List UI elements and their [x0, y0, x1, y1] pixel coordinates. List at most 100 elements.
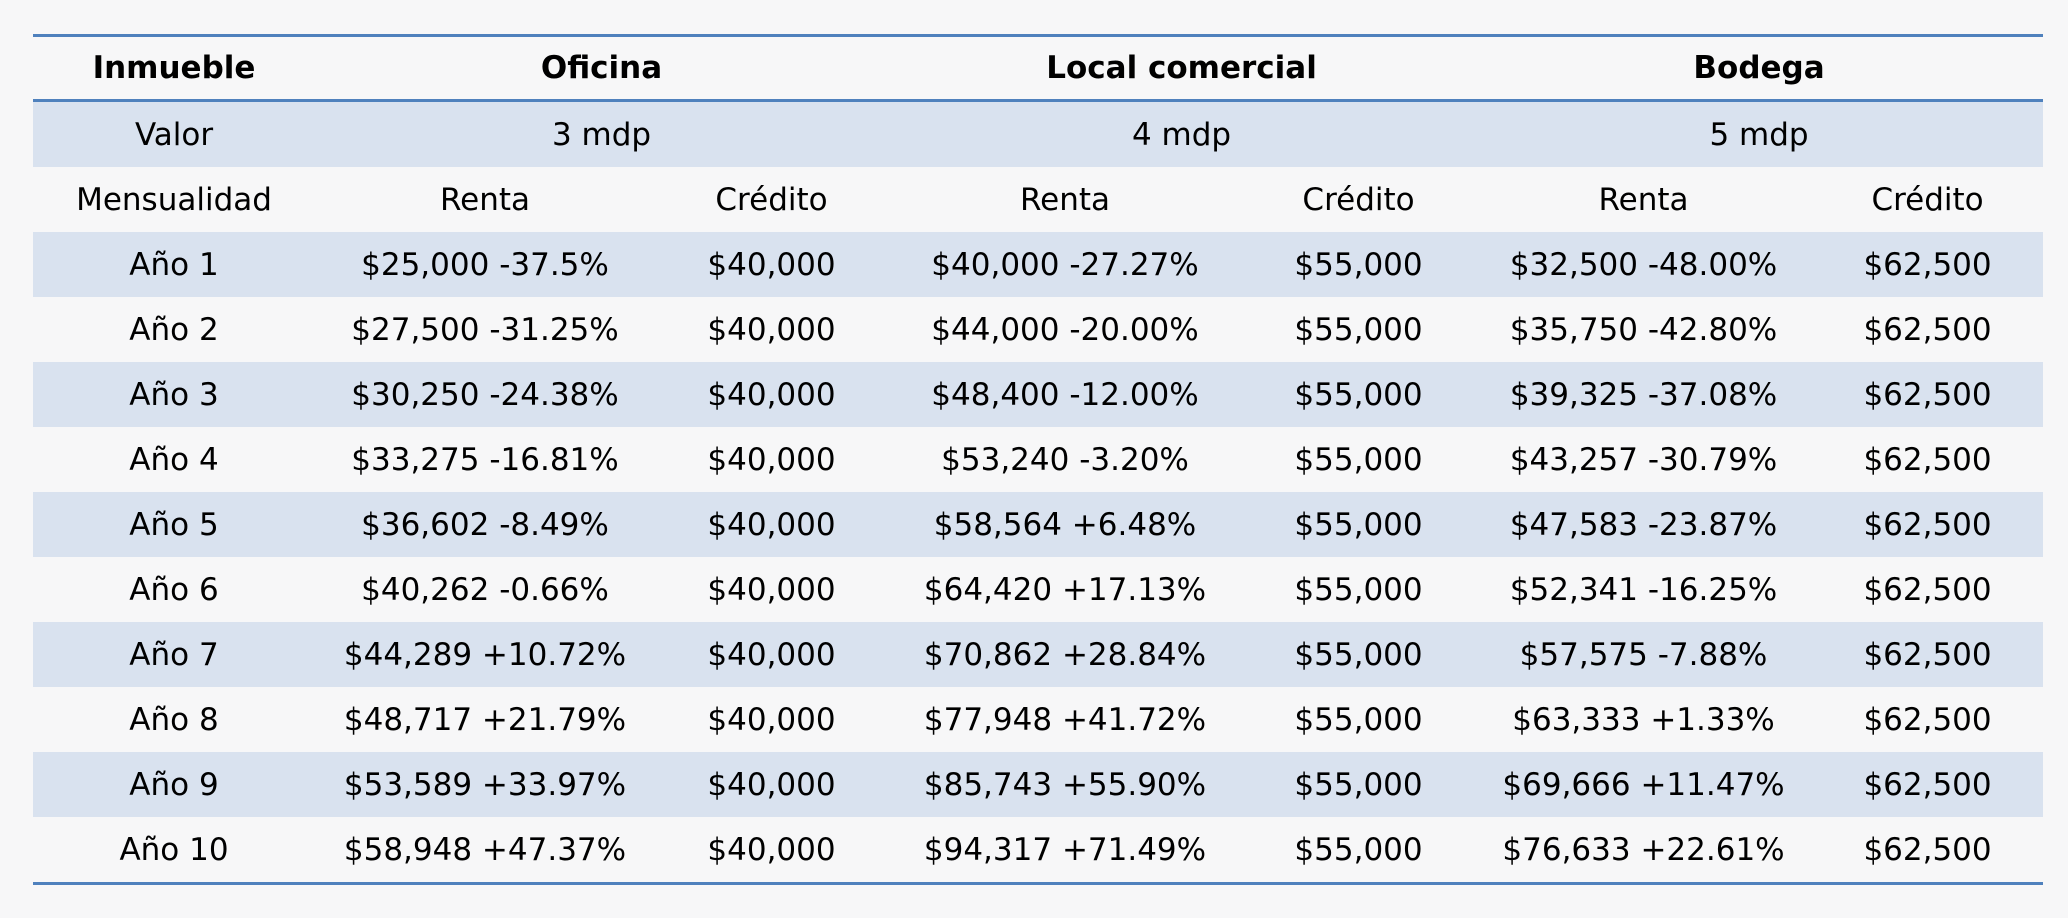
cell-bodega-credito: $62,500 — [1863, 571, 1992, 608]
rent-vs-credit-table: Inmueble Oficina Local comercial Bodega … — [33, 34, 2044, 885]
table-row: Año 6 $40,262 -0.66% $40,000 $64,420 +17… — [33, 557, 2043, 622]
value-bodega: 5 mdp — [1475, 100, 2044, 167]
cell-bodega-credito: $62,500 — [1812, 752, 2044, 817]
cell-oficina-renta: $36,602 -8.49% — [315, 492, 655, 557]
cell-local-credito: $55,000 — [1242, 232, 1476, 297]
subheader-row: Mensualidad Renta Crédito Renta Crédito … — [33, 167, 2043, 232]
cell-local-renta: $94,317 +71.49% — [888, 817, 1243, 885]
cell-local-credito: $55,000 — [1242, 622, 1476, 687]
subheader-credito: Crédito — [715, 181, 828, 218]
cell-bodega-credito: $62,500 — [1863, 441, 1992, 478]
cell-oficina-renta: $33,275 -16.81% — [351, 441, 619, 478]
cell-local-credito: $55,000 — [1294, 311, 1423, 348]
rent-vs-credit-table-container: Inmueble Oficina Local comercial Bodega … — [33, 34, 2044, 885]
row-year: Año 5 — [33, 492, 315, 557]
cell-local-renta: $48,400 -12.00% — [888, 362, 1243, 427]
header-group-oficina: Oficina — [315, 34, 889, 102]
subheader-renta: Renta — [1020, 181, 1111, 218]
cell-bodega-renta: $52,341 -16.25% — [1509, 571, 1778, 608]
cell-bodega-renta: $43,257 -30.79% — [1509, 441, 1778, 478]
cell-local-credito: $55,000 — [1242, 752, 1476, 817]
row-year: Año 4 — [129, 441, 219, 478]
cell-bodega-credito: $62,500 — [1863, 701, 1992, 738]
row-year: Año 2 — [129, 311, 219, 348]
value-local-comercial: 4 mdp — [888, 100, 1476, 167]
cell-local-renta: $85,743 +55.90% — [888, 752, 1243, 817]
cell-oficina-renta: $30,250 -24.38% — [315, 362, 655, 427]
header-label-inmueble: Inmueble — [33, 34, 315, 102]
table-row: Año 7 $44,289 +10.72% $40,000 $70,862 +2… — [33, 622, 2044, 687]
cell-bodega-credito: $62,500 — [1812, 232, 2044, 297]
row-year: Año 7 — [33, 622, 315, 687]
cell-oficina-renta: $40,262 -0.66% — [361, 571, 609, 608]
cell-oficina-renta: $27,500 -31.25% — [351, 311, 619, 348]
cell-local-credito: $55,000 — [1242, 362, 1476, 427]
cell-local-credito: $55,000 — [1294, 701, 1423, 738]
row-year: Año 3 — [33, 362, 315, 427]
header-row: Inmueble Oficina Local comercial Bodega — [33, 34, 2044, 102]
cell-local-credito: $55,000 — [1294, 571, 1423, 608]
cell-oficina-credito: $40,000 — [655, 752, 889, 817]
cell-bodega-credito: $62,500 — [1812, 622, 2044, 687]
cell-local-renta: $70,862 +28.84% — [888, 622, 1243, 687]
cell-bodega-credito: $62,500 — [1863, 311, 1992, 348]
row-year: Año 10 — [33, 817, 315, 885]
cell-bodega-renta: $35,750 -42.80% — [1509, 311, 1778, 348]
cell-oficina-renta: $53,589 +33.97% — [315, 752, 655, 817]
subheader-row-label: Mensualidad — [76, 181, 272, 218]
cell-bodega-renta: $39,325 -37.08% — [1475, 362, 1813, 427]
cell-local-renta: $40,000 -27.27% — [888, 232, 1243, 297]
table-row: Año 2 $27,500 -31.25% $40,000 $44,000 -2… — [33, 297, 2043, 362]
subheader-credito: Crédito — [1871, 181, 1984, 218]
cell-oficina-credito: $40,000 — [655, 362, 889, 427]
cell-oficina-credito: $40,000 — [655, 232, 889, 297]
cell-bodega-renta: $32,500 -48.00% — [1475, 232, 1813, 297]
cell-bodega-credito: $62,500 — [1812, 362, 2044, 427]
table-row: Año 5 $36,602 -8.49% $40,000 $58,564 +6.… — [33, 492, 2044, 557]
subheader-credito: Crédito — [1302, 181, 1415, 218]
cell-oficina-renta: $44,289 +10.72% — [315, 622, 655, 687]
value-row: Valor 3 mdp 4 mdp 5 mdp — [33, 100, 2044, 167]
cell-oficina-renta: $48,717 +21.79% — [343, 701, 627, 738]
table-row: Año 10 $58,948 +47.37% $40,000 $94,317 +… — [33, 817, 2044, 885]
cell-local-renta: $44,000 -20.00% — [931, 311, 1199, 348]
cell-bodega-credito: $62,500 — [1812, 817, 2044, 885]
cell-oficina-renta: $58,948 +47.37% — [315, 817, 655, 885]
cell-local-renta: $64,420 +17.13% — [923, 571, 1207, 608]
row-year: Año 8 — [129, 701, 219, 738]
row-year: Año 1 — [33, 232, 315, 297]
table-row: Año 3 $30,250 -24.38% $40,000 $48,400 -1… — [33, 362, 2044, 427]
cell-bodega-renta: $63,333 +1.33% — [1512, 701, 1775, 738]
table-row: Año 9 $53,589 +33.97% $40,000 $85,743 +5… — [33, 752, 2044, 817]
cell-bodega-renta: $69,666 +11.47% — [1475, 752, 1813, 817]
cell-oficina-credito: $40,000 — [707, 571, 836, 608]
row-year: Año 9 — [33, 752, 315, 817]
value-row-label: Valor — [33, 100, 315, 167]
row-year: Año 6 — [129, 571, 219, 608]
cell-bodega-credito: $62,500 — [1812, 492, 2044, 557]
cell-bodega-renta: $57,575 -7.88% — [1475, 622, 1813, 687]
value-oficina: 3 mdp — [315, 100, 889, 167]
cell-local-credito: $55,000 — [1242, 817, 1476, 885]
cell-bodega-renta: $76,633 +22.61% — [1475, 817, 1813, 885]
cell-local-renta: $77,948 +41.72% — [923, 701, 1207, 738]
cell-bodega-renta: $47,583 -23.87% — [1475, 492, 1813, 557]
table-row: Año 8 $48,717 +21.79% $40,000 $77,948 +4… — [33, 687, 2043, 752]
cell-oficina-credito: $40,000 — [707, 311, 836, 348]
cell-oficina-renta: $25,000 -37.5% — [315, 232, 655, 297]
cell-oficina-credito: $40,000 — [707, 441, 836, 478]
cell-local-renta: $53,240 -3.20% — [941, 441, 1189, 478]
cell-oficina-credito: $40,000 — [707, 701, 836, 738]
subheader-renta: Renta — [439, 181, 531, 218]
table-row: Año 1 $25,000 -37.5% $40,000 $40,000 -27… — [33, 232, 2044, 297]
cell-oficina-credito: $40,000 — [655, 817, 889, 885]
cell-oficina-credito: $40,000 — [655, 492, 889, 557]
table-row: Año 4 $33,275 -16.81% $40,000 $53,240 -3… — [33, 427, 2043, 492]
cell-oficina-credito: $40,000 — [655, 622, 889, 687]
header-group-local-comercial: Local comercial — [888, 34, 1476, 102]
subheader-renta: Renta — [1598, 181, 1689, 218]
header-group-bodega: Bodega — [1475, 34, 2044, 102]
cell-local-credito: $55,000 — [1242, 492, 1476, 557]
cell-local-renta: $58,564 +6.48% — [888, 492, 1243, 557]
cell-local-credito: $55,000 — [1294, 441, 1423, 478]
